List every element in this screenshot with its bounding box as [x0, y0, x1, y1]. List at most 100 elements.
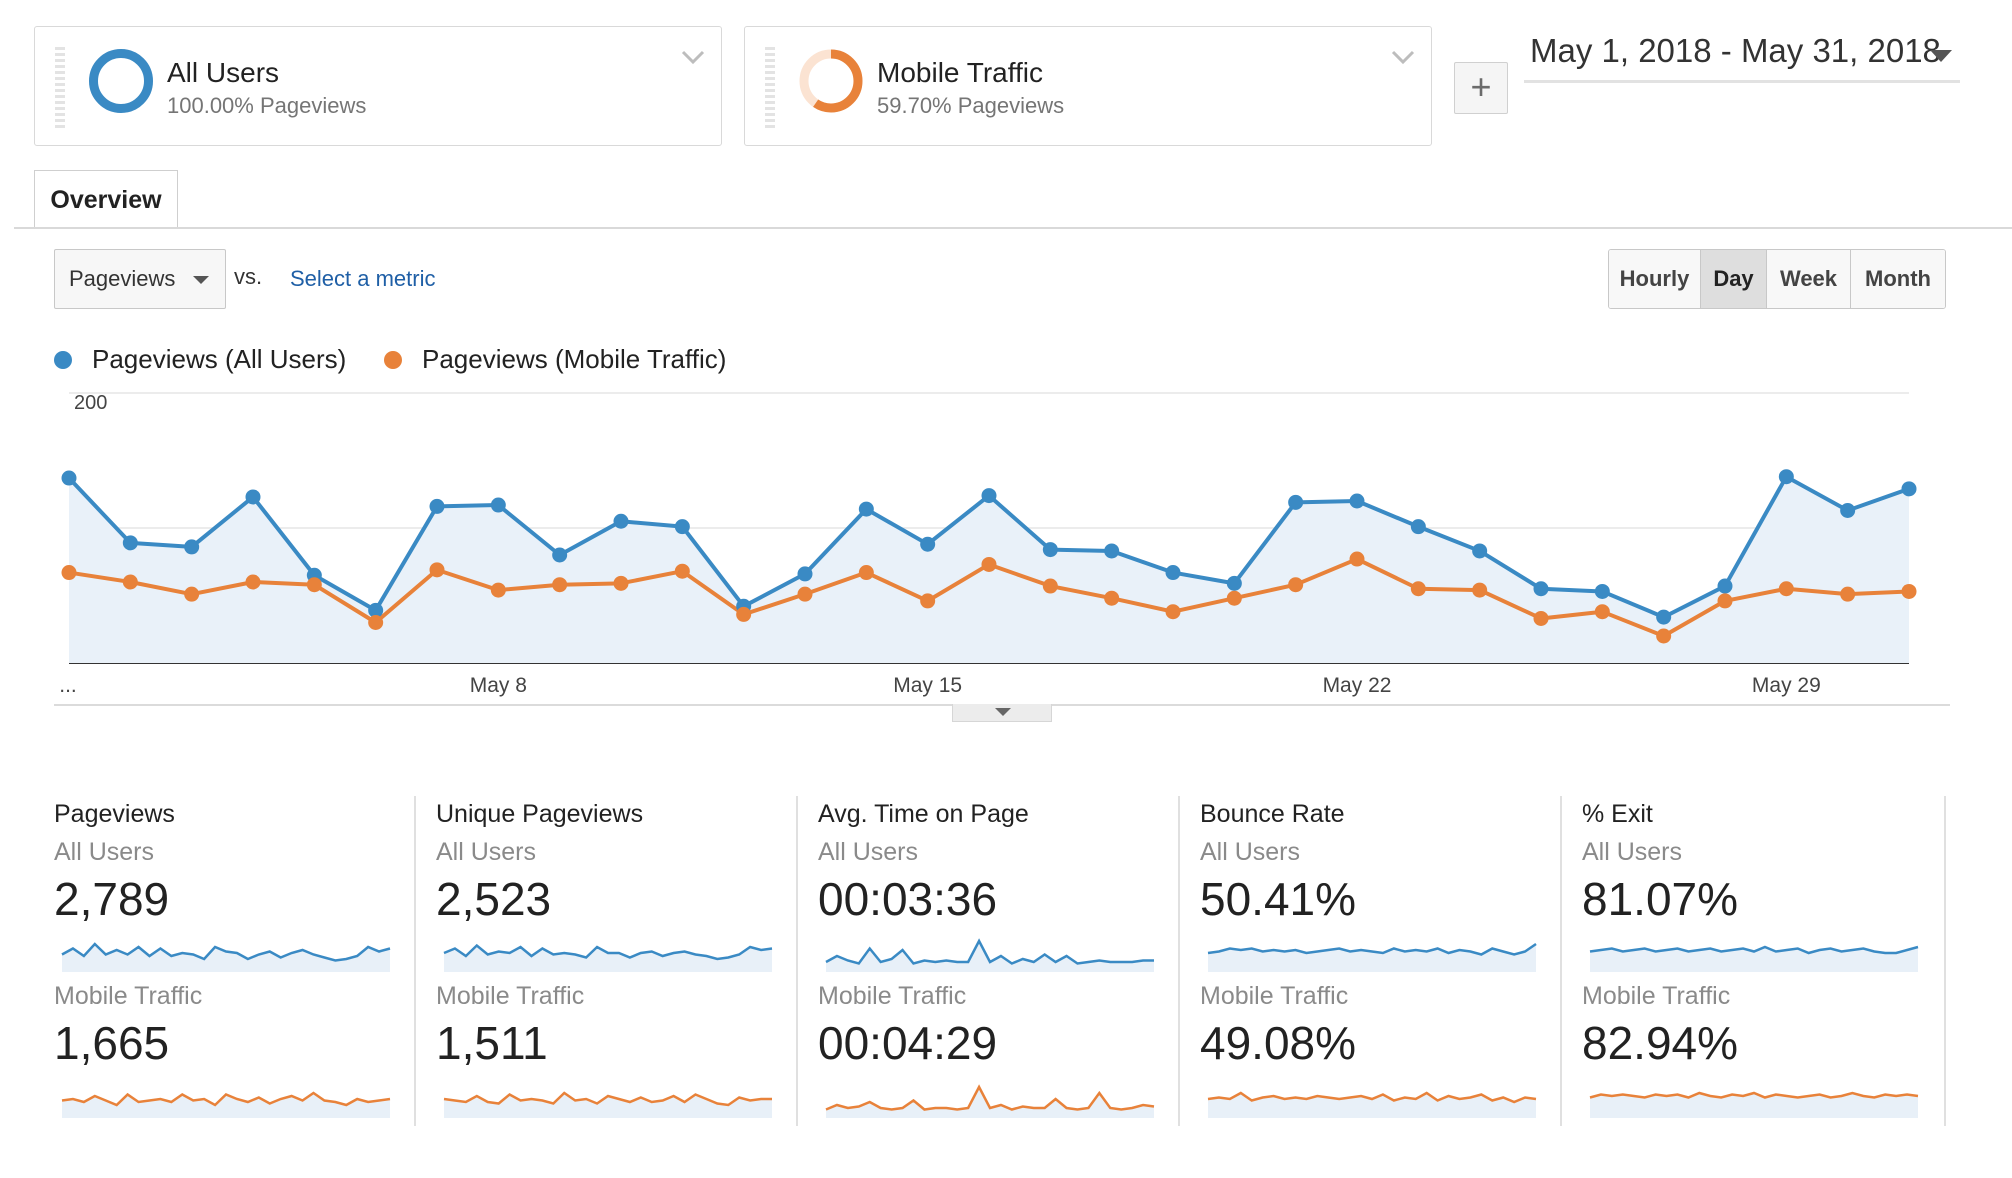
data-point-mobile-traffic[interactable] [797, 586, 813, 602]
data-point-mobile-traffic[interactable] [613, 575, 629, 591]
metric-select[interactable]: Pageviews [54, 249, 226, 309]
data-point-all-users[interactable] [1165, 565, 1181, 581]
sparkline-line [825, 1084, 1155, 1111]
sparkline-area [1590, 1093, 1918, 1118]
data-point-mobile-traffic[interactable] [1410, 581, 1426, 597]
data-point-all-users[interactable] [613, 513, 629, 529]
data-point-all-users[interactable] [1410, 519, 1426, 535]
stat-pageviews[interactable]: Pageviews All Users 2,789 Mobile Traffic 1,6… [54, 796, 414, 1126]
data-point-all-users[interactable] [1594, 583, 1610, 599]
data-point-mobile-traffic[interactable] [736, 606, 752, 622]
stat-bounce-rate[interactable]: Bounce Rate All Users 50.41% Mobile Traffic… [1200, 796, 1560, 1126]
data-point-mobile-traffic[interactable] [306, 577, 322, 593]
data-point-mobile-traffic[interactable] [490, 582, 506, 598]
data-point-all-users[interactable] [122, 535, 138, 551]
data-point-all-users[interactable] [1717, 578, 1733, 594]
data-point-mobile-traffic[interactable] [1226, 590, 1242, 606]
data-point-mobile-traffic[interactable] [1717, 593, 1733, 609]
data-point-mobile-traffic[interactable] [122, 574, 138, 590]
hourly-button[interactable]: Hourly [1609, 250, 1701, 308]
data-point-mobile-traffic[interactable] [1349, 551, 1365, 567]
segment-card-all-users[interactable]: All Users 100.00% Pageviews [34, 26, 722, 146]
drag-handle-icon[interactable] [765, 47, 775, 129]
data-point-mobile-traffic[interactable] [184, 586, 200, 602]
data-point-mobile-traffic[interactable] [61, 565, 77, 581]
data-point-all-users[interactable] [920, 536, 936, 552]
select-metric-link[interactable]: Select a metric [290, 266, 436, 291]
drag-handle-icon[interactable] [55, 47, 65, 129]
stat-segment-label: Mobile Traffic [818, 982, 967, 1010]
data-point-mobile-traffic[interactable] [552, 577, 568, 593]
chevron-down-icon[interactable] [1389, 43, 1417, 71]
stat-unique-pageviews[interactable]: Unique Pageviews All Users 2,523 Mobile Tra… [436, 796, 796, 1126]
sparkline-mobile [1589, 1091, 1919, 1118]
data-point-mobile-traffic[interactable] [1594, 604, 1610, 620]
stat-segment-label: Mobile Traffic [54, 982, 203, 1010]
add-segment-button[interactable]: + [1454, 62, 1508, 114]
data-point-mobile-traffic[interactable] [1472, 582, 1488, 598]
data-point-mobile-traffic[interactable] [920, 593, 936, 609]
segment-ring-icon [89, 49, 153, 113]
data-point-all-users[interactable] [552, 547, 568, 563]
date-range-picker[interactable]: May 1, 2018 - May 31, 2018 [1524, 30, 1960, 83]
chevron-down-icon[interactable] [679, 43, 707, 71]
data-point-mobile-traffic[interactable] [1901, 583, 1917, 599]
data-point-all-users[interactable] [1349, 493, 1365, 509]
data-point-mobile-traffic[interactable] [1778, 581, 1794, 597]
data-point-mobile-traffic[interactable] [1288, 577, 1304, 593]
data-point-all-users[interactable] [245, 489, 261, 505]
data-point-mobile-traffic[interactable] [1104, 590, 1120, 606]
segment-card-mobile-traffic[interactable]: Mobile Traffic 59.70% Pageviews [744, 26, 1432, 146]
stat-avg-time-on-page[interactable]: Avg. Time on Page All Users 00:03:36 Mobile… [818, 796, 1178, 1126]
legend-item-mobile-traffic[interactable]: Pageviews (Mobile Traffic) [384, 344, 726, 375]
stat-value: 82.94% [1582, 1017, 1739, 1069]
data-point-mobile-traffic[interactable] [1042, 578, 1058, 594]
stat-value: 50.41% [1200, 873, 1357, 925]
data-point-mobile-traffic[interactable] [674, 563, 690, 579]
legend-label: Pageviews (All Users) [92, 344, 347, 374]
data-point-all-users[interactable] [1226, 575, 1242, 591]
data-point-mobile-traffic[interactable] [981, 556, 997, 572]
data-point-mobile-traffic[interactable] [245, 574, 261, 590]
data-point-all-users[interactable] [1840, 502, 1856, 518]
data-point-all-users[interactable] [858, 501, 874, 517]
sparkline-all [61, 942, 391, 972]
data-point-mobile-traffic[interactable] [1533, 610, 1549, 626]
sparkline-line [1589, 945, 1919, 955]
data-point-all-users[interactable] [1656, 609, 1672, 625]
data-point-mobile-traffic[interactable] [368, 615, 384, 630]
data-point-all-users[interactable] [674, 519, 690, 535]
data-point-all-users[interactable] [1288, 494, 1304, 510]
data-point-all-users[interactable] [184, 539, 200, 555]
data-point-all-users[interactable] [490, 497, 506, 513]
tab-divider [14, 227, 2012, 229]
data-point-all-users[interactable] [61, 470, 77, 486]
stat-exit-rate[interactable]: % Exit All Users 81.07% Mobile Traffic 82.94… [1582, 796, 1942, 1126]
stat-title: % Exit [1582, 800, 1653, 828]
data-point-all-users[interactable] [1472, 543, 1488, 559]
day-button[interactable]: Day [1701, 250, 1767, 308]
legend-item-all-users[interactable]: Pageviews (All Users) [54, 344, 346, 375]
data-point-all-users[interactable] [1778, 469, 1794, 485]
data-point-mobile-traffic[interactable] [858, 565, 874, 581]
data-point-all-users[interactable] [1901, 481, 1917, 497]
data-point-all-users[interactable] [797, 566, 813, 582]
week-button[interactable]: Week [1767, 250, 1851, 308]
collapse-chart-button[interactable] [952, 704, 1052, 722]
stat-segment-label: All Users [818, 838, 919, 866]
stat-divider [414, 796, 416, 1126]
month-button[interactable]: Month [1851, 250, 1945, 308]
data-point-all-users[interactable] [1533, 581, 1549, 597]
tab-overview[interactable]: Overview [34, 170, 178, 228]
data-point-all-users[interactable] [1104, 543, 1120, 559]
data-point-all-users[interactable] [1042, 542, 1058, 558]
data-point-all-users[interactable] [368, 602, 384, 618]
data-point-all-users[interactable] [429, 498, 445, 514]
data-point-all-users[interactable] [981, 488, 997, 504]
caret-down-icon [193, 276, 209, 284]
data-point-mobile-traffic[interactable] [1165, 604, 1181, 620]
data-point-mobile-traffic[interactable] [1840, 586, 1856, 602]
data-point-mobile-traffic[interactable] [429, 562, 445, 578]
segment-percentage: 100.00% Pageviews [167, 93, 367, 118]
data-point-mobile-traffic[interactable] [1656, 628, 1672, 644]
